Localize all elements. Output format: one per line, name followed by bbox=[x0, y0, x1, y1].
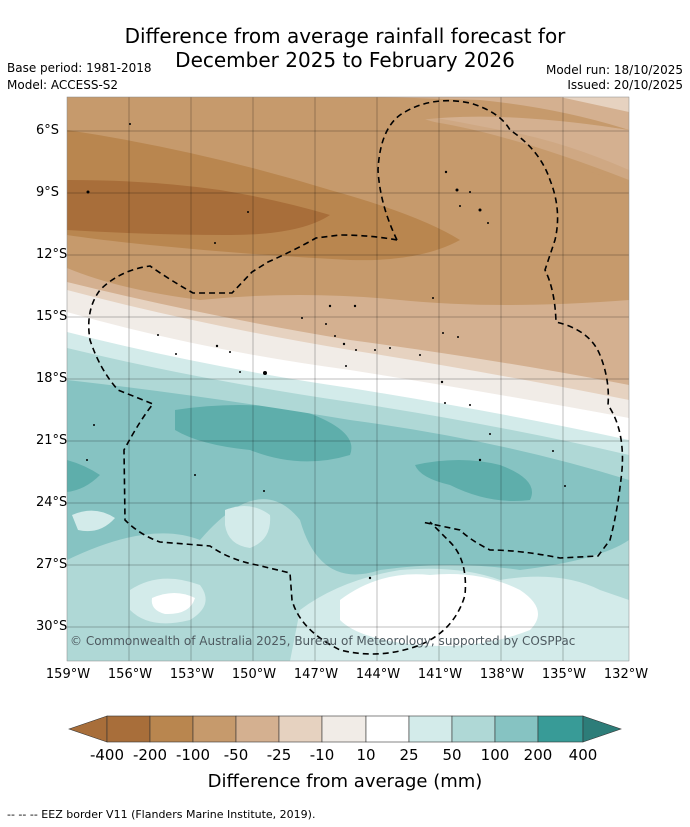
colorbar-arrow-low bbox=[68, 715, 108, 743]
colorbar-segment bbox=[537, 715, 584, 743]
lat-label: 12°S bbox=[36, 247, 68, 262]
colorbar-segment bbox=[321, 715, 367, 743]
colorbar-label: -25 bbox=[266, 746, 292, 764]
colorbar-arrow-high bbox=[582, 715, 622, 743]
colorbar-label: -50 bbox=[223, 746, 249, 764]
colorbar-segment bbox=[278, 715, 323, 743]
eez-legend-note: -- -- -- EEZ border V11 (Flanders Marine… bbox=[7, 808, 316, 821]
colorbar-segment bbox=[494, 715, 539, 743]
colorbar-label: 100 bbox=[480, 746, 510, 764]
eez-borders bbox=[87, 99, 624, 655]
colorbar-label: -100 bbox=[175, 746, 211, 764]
colorbar-segment bbox=[365, 715, 410, 743]
colorbar-segment bbox=[192, 715, 237, 743]
base-period: Base period: 1981-2018 bbox=[7, 61, 152, 75]
map-title-line1: Difference from average rainfall forecas… bbox=[124, 24, 566, 48]
colorbar-segment bbox=[408, 715, 453, 743]
lat-label: 30°S bbox=[36, 619, 68, 634]
lat-label: 18°S bbox=[36, 371, 68, 386]
islands bbox=[86, 123, 566, 580]
colorbar-label: 200 bbox=[523, 746, 553, 764]
colorbar bbox=[68, 715, 622, 743]
colorbar-label: 10 bbox=[356, 746, 376, 764]
colorbar-label: 50 bbox=[442, 746, 462, 764]
colorbar-segment bbox=[106, 715, 151, 743]
colorbar-segment bbox=[235, 715, 280, 743]
graticule bbox=[67, 97, 629, 661]
colorbar-label: 400 bbox=[568, 746, 598, 764]
lon-label: 153°W bbox=[169, 667, 215, 682]
lat-label: 27°S bbox=[36, 557, 68, 572]
colorbar-segment bbox=[149, 715, 194, 743]
colorbar-label: -400 bbox=[89, 746, 125, 764]
copyright-notice: © Commonwealth of Australia 2025, Bureau… bbox=[70, 634, 576, 648]
lat-label: 24°S bbox=[36, 495, 68, 510]
lat-label: 21°S bbox=[36, 433, 68, 448]
lon-label: 150°W bbox=[231, 667, 277, 682]
forecast-contours bbox=[67, 97, 629, 661]
model-run: Model run: 18/10/2025 bbox=[545, 63, 683, 77]
lat-label: 6°S bbox=[36, 123, 60, 138]
lon-label: 132°W bbox=[603, 667, 649, 682]
lon-label: 159°W bbox=[45, 667, 91, 682]
colorbar-label: -10 bbox=[309, 746, 335, 764]
map-title-line2: December 2025 to February 2026 bbox=[175, 48, 515, 72]
colorbar-label: 25 bbox=[399, 746, 419, 764]
lat-label: 15°S bbox=[36, 309, 68, 324]
issued-date: Issued: 20/10/2025 bbox=[567, 78, 683, 92]
lon-label: 135°W bbox=[541, 667, 587, 682]
colorbar-title: Difference from average (mm) bbox=[207, 771, 483, 792]
model-name: Model: ACCESS-S2 bbox=[7, 78, 119, 92]
lat-label: 9°S bbox=[36, 185, 60, 200]
lon-label: 147°W bbox=[293, 667, 339, 682]
lon-label: 144°W bbox=[355, 667, 401, 682]
lon-label: 141°W bbox=[417, 667, 463, 682]
colorbar-label: -200 bbox=[132, 746, 168, 764]
colorbar-segment bbox=[451, 715, 496, 743]
lon-label: 138°W bbox=[479, 667, 525, 682]
lon-label: 156°W bbox=[107, 667, 153, 682]
